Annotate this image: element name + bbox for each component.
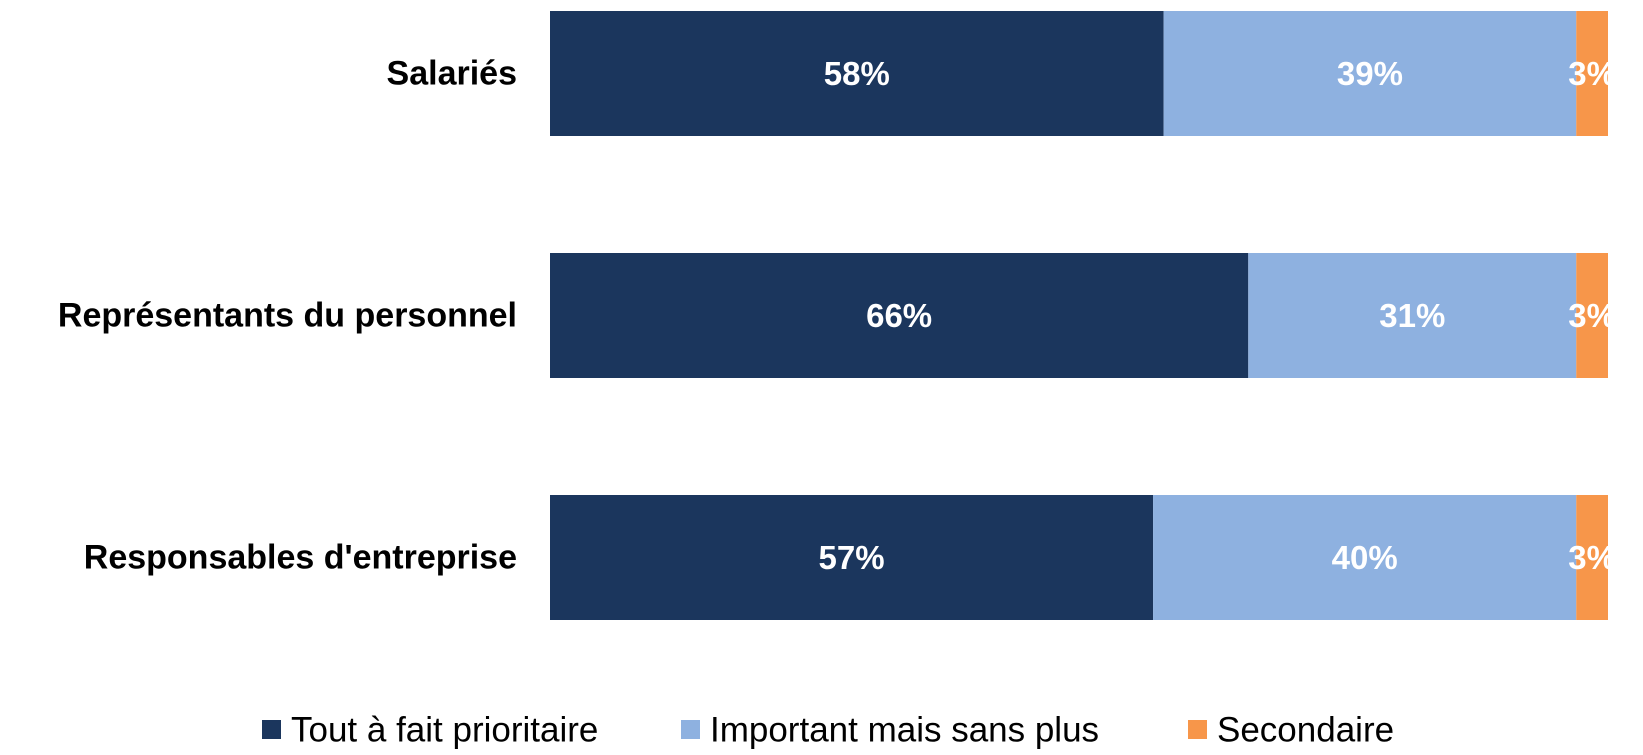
bar-segment-representants-series-0 xyxy=(550,253,1249,378)
legend-swatch-0 xyxy=(262,720,281,739)
data-label-salaries-series-0: 58% xyxy=(824,55,890,92)
category-label-salaries: Salariés xyxy=(387,55,517,93)
data-label-salaries-series-1: 39% xyxy=(1337,55,1403,92)
data-label-responsables-series-2: 3% xyxy=(1568,539,1616,576)
bar-segment-salaries-series-1 xyxy=(1163,11,1577,136)
data-label-representants-series-2: 3% xyxy=(1568,297,1616,334)
bar-segment-representants-series-1 xyxy=(1248,253,1577,378)
legend-label-1: Important mais sans plus xyxy=(710,711,1099,750)
data-label-responsables-series-1: 40% xyxy=(1332,539,1398,576)
data-label-responsables-series-0: 57% xyxy=(818,539,884,576)
category-label-responsables: Responsables d'entreprise xyxy=(84,539,517,577)
category-label-representants: Représentants du personnel xyxy=(58,297,517,335)
bar-segment-responsables-series-0 xyxy=(550,495,1154,620)
bar-segment-responsables-series-1 xyxy=(1153,495,1577,620)
legend-swatch-1 xyxy=(681,720,700,739)
legend-swatch-2 xyxy=(1188,720,1207,739)
legend: Tout à fait prioritaire Important mais sa… xyxy=(262,711,1394,750)
data-label-representants-series-0: 66% xyxy=(866,297,932,334)
bar-segment-salaries-series-2 xyxy=(1576,11,1608,136)
legend-label-0: Tout à fait prioritaire xyxy=(291,711,598,750)
legend-label-2: Secondaire xyxy=(1217,711,1394,750)
bar-segment-representants-series-2 xyxy=(1576,253,1608,378)
labels-layer: Salariés 58% 39% 3% Représentants du personn… xyxy=(58,55,1616,577)
data-label-representants-series-1: 31% xyxy=(1379,297,1445,334)
data-label-salaries-series-2: 3% xyxy=(1568,55,1616,92)
bar-segment-salaries-series-0 xyxy=(550,11,1164,136)
bar-segment-responsables-series-2 xyxy=(1576,495,1608,620)
bars-layer xyxy=(550,11,1608,620)
